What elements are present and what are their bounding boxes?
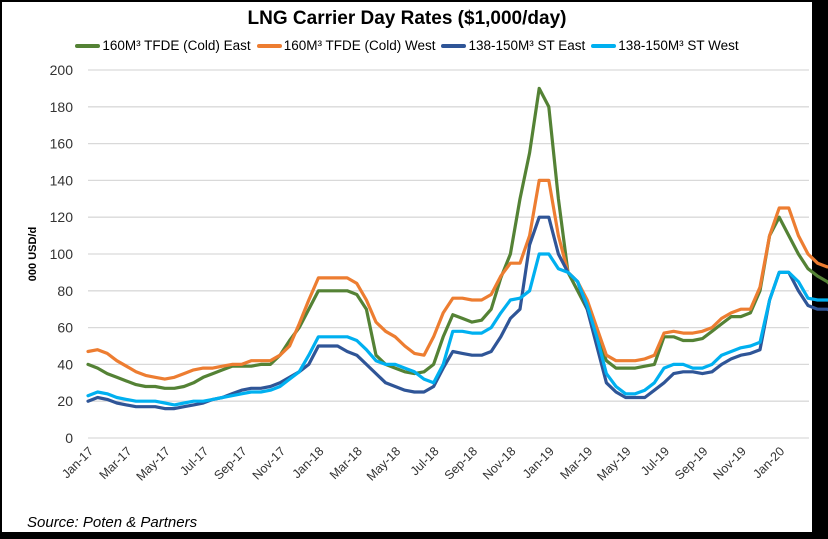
y-tick-label: 0 [65, 430, 73, 446]
y-tick-label: 60 [57, 320, 73, 336]
legend-label: 160M³ TFDE (Cold) East [102, 38, 251, 53]
legend-item: 138-150M³ ST West [591, 38, 739, 53]
y-tick-label: 40 [57, 356, 73, 372]
legend-swatch [591, 43, 617, 48]
legend-label: 160M³ TFDE (Cold) West [283, 38, 436, 53]
y-axis-label: 000 USD/d [27, 227, 39, 281]
y-tick-label: 180 [50, 99, 74, 115]
series-line-4 [86, 252, 828, 407]
legend-swatch [441, 43, 467, 48]
x-tick-label: Jan-19 [520, 444, 557, 481]
legend-label: 138-150M³ ST East [468, 38, 586, 53]
x-tick-label: May-17 [134, 444, 173, 483]
legend-item: 160M³ TFDE (Cold) East [75, 38, 251, 53]
legend-item: 138-150M³ ST East [441, 38, 585, 53]
y-tick-label: 160 [50, 136, 74, 152]
legend-label: 138-150M³ ST West [618, 38, 739, 53]
x-tick-label: Jan-20 [750, 444, 787, 481]
y-tick-label: 120 [50, 209, 74, 225]
x-tick-label: Sep-19 [672, 444, 710, 482]
y-tick-label: 200 [50, 62, 74, 78]
chart-frame: LNG Carrier Day Rates ($1,000/day) 160M³… [2, 2, 812, 532]
legend: 160M³ TFDE (Cold) East 160M³ TFDE (Cold) … [2, 38, 812, 53]
x-tick-label: Mar-19 [557, 444, 595, 482]
x-tick-label: Jul-17 [177, 444, 211, 478]
legend-item: 160M³ TFDE (Cold) West [256, 38, 436, 53]
legend-swatch [256, 43, 282, 48]
y-tick-label: 80 [57, 283, 73, 299]
y-tick-label: 20 [57, 393, 73, 409]
x-tick-label: May-19 [594, 444, 633, 483]
x-tick-label: Nov-19 [711, 444, 749, 482]
x-tick-label: Jan-17 [59, 444, 96, 481]
chart-title: LNG Carrier Day Rates ($1,000/day) [247, 8, 567, 29]
x-tick-label: Mar-17 [97, 444, 135, 482]
x-tick-label: May-18 [364, 444, 403, 483]
x-tick-label: Jul-18 [408, 444, 442, 478]
x-tick-label: Nov-17 [250, 444, 288, 482]
x-tick-label: Mar-18 [327, 444, 365, 482]
source-note: Source: Poten & Partners [27, 514, 198, 531]
x-tick-label: Nov-18 [480, 444, 518, 482]
series-line-2 [86, 178, 828, 381]
y-tick-label: 140 [50, 172, 74, 188]
y-tick-label: 100 [50, 246, 74, 262]
x-tick-label: Sep-18 [442, 444, 480, 482]
x-tick-label: Jul-19 [638, 444, 672, 478]
legend-swatch [75, 43, 101, 48]
x-tick-label: Jan-18 [290, 444, 327, 481]
x-tick-label: Sep-17 [211, 444, 249, 482]
series-line-1 [86, 86, 828, 390]
